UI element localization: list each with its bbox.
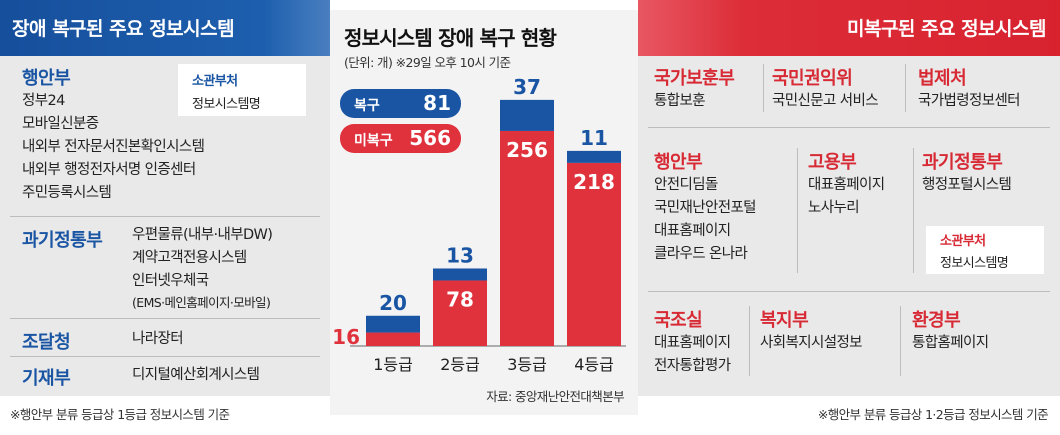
system-item: (EMS·메인홈페이지·모바일): [132, 295, 271, 310]
divider: [10, 318, 320, 319]
stacked-bar-chart: 20 16 1등급 13 78 2등급 37 256 3등급 11 218 4등급: [332, 75, 626, 374]
divider: [763, 64, 764, 112]
right-footnote: ※행안부 분류 등급상 1·2등급 정보시스템 기준: [817, 407, 1049, 422]
legend-unrecovered: 미복구 566: [340, 124, 461, 153]
left-header: 장애 복구된 주요 정보시스템: [0, 0, 330, 56]
system-item: 대표홈페이지: [654, 335, 731, 351]
legend-system-label: 정보시스템명: [940, 256, 1009, 271]
data-label-recovered: 20: [379, 291, 407, 315]
bar-recovered: [500, 99, 554, 131]
system-item: 노사누리: [808, 200, 860, 216]
chart-title: 정보시스템 장애 복구 현황: [344, 26, 557, 50]
ministry-label: 과기정통부: [922, 152, 1003, 173]
divider: [797, 148, 798, 273]
chart-unit: (단위: 개) ※29일 오후 10시 기준: [344, 55, 511, 70]
system-item: 국민재난안전포털: [654, 200, 757, 216]
ministry-label: 행안부: [22, 68, 71, 89]
system-item: 대표홈페이지: [808, 177, 885, 193]
ministry-label: 고용부: [808, 152, 857, 173]
left-footnote: ※행안부 분류 등급상 1등급 정보시스템 기준: [10, 407, 230, 422]
bar-unrecovered: [567, 162, 621, 346]
data-label-unrecovered: 78: [446, 287, 474, 311]
legend-value: 566: [409, 126, 451, 150]
left-header-title: 장애 복구된 주요 정보시스템: [12, 18, 235, 40]
system-item: 계약고객전용시스템: [132, 250, 247, 266]
ministry-label: 복지부: [760, 310, 809, 331]
system-item: 디지털예산회계시스템: [132, 367, 260, 383]
category-tick-label: 4등급: [574, 355, 614, 374]
category-tick-label: 2등급: [440, 355, 480, 374]
legend-recovered: 복구 81: [340, 89, 461, 118]
legend-ministry-label: 소관부처: [940, 234, 986, 249]
ministry-label: 국민권익위: [772, 68, 853, 89]
system-list: 우편물류(내부·내부DW) 계약고객전용시스템 인터넷우체국 (EMS·메인홈페…: [132, 224, 273, 313]
bar-recovered: [366, 315, 420, 333]
system-item: 나라장터: [132, 331, 184, 347]
ministry-label: 기재부: [22, 368, 71, 389]
data-label-unrecovered: 16: [332, 325, 360, 349]
system-item: 인터넷우체국: [132, 273, 209, 289]
bar-unrecovered: [500, 130, 554, 346]
right-header: 미복구된 주요 정보시스템: [638, 0, 1060, 56]
system-item: 클라우드 온나라: [654, 246, 748, 262]
system-item: 행정포털시스템: [922, 177, 1012, 193]
data-label-recovered: 37: [513, 75, 541, 99]
ministry-label: 법제처: [918, 68, 967, 89]
system-item: 통합보훈: [654, 93, 706, 109]
legend-name: 미복구: [354, 133, 393, 149]
divider: [749, 306, 750, 376]
chart-source: 자료: 중앙재난안전대책본부: [486, 389, 624, 404]
legend-system-label: 정보시스템명: [192, 97, 261, 112]
system-item: 모바일신분증: [22, 116, 99, 132]
data-label-recovered: 11: [580, 126, 608, 150]
ministry-label: 과기정통부: [22, 230, 103, 251]
system-item: 대표홈페이지: [654, 223, 731, 239]
legend-name: 복구: [354, 98, 380, 114]
system-item: 내외부 전자문서진본확인시스템: [22, 139, 205, 155]
divider: [905, 64, 906, 112]
unrecovered-systems-panel: 국가보훈부 통합보훈 국민권익위 국민신문고 서비스 법제처 국가법령정보센터 …: [638, 56, 1060, 396]
divider: [648, 291, 1050, 292]
system-list: 대표홈페이지 노사누리: [808, 174, 885, 220]
system-item: 내외부 행정전자서명 인증센터: [22, 162, 196, 178]
system-item: 전자통합평가: [654, 358, 731, 374]
recovered-systems-panel: 소관부처 정보시스템명 행안부 정부24 모바일신분증 내외부 전자문서진본확인…: [0, 56, 330, 396]
bar-recovered: [567, 150, 621, 163]
ministry-label: 국가보훈부: [654, 68, 735, 89]
ministry-label: 국조실: [654, 310, 703, 331]
system-item: 사회복지시설정보: [760, 335, 863, 351]
category-tick-label: 3등급: [507, 355, 547, 374]
system-item: 안전디딤돌: [654, 177, 718, 193]
divider: [900, 306, 901, 376]
ministry-label: 조달청: [22, 332, 71, 353]
category-tick-label: 1등급: [373, 355, 413, 374]
divider: [913, 148, 914, 273]
right-header-title: 미복구된 주요 정보시스템: [846, 18, 1047, 40]
left-legend-box: 소관부처 정보시스템명: [178, 64, 306, 116]
divider: [648, 127, 1050, 128]
legend-ministry-label: 소관부처: [192, 74, 238, 89]
system-item: 통합홈페이지: [912, 335, 989, 351]
system-list: 정부24 모바일신분증 내외부 전자문서진본확인시스템 내외부 행정전자서명 인…: [22, 90, 205, 205]
system-item: 국민신문고 서비스: [772, 93, 879, 109]
right-legend-box: 소관부처 정보시스템명: [926, 226, 1044, 274]
data-label-unrecovered: 218: [573, 170, 615, 194]
system-item: 우편물류(내부·내부DW): [132, 227, 273, 243]
bar-unrecovered: [366, 332, 420, 346]
bar-recovered: [433, 268, 487, 281]
divider: [10, 216, 320, 217]
legend-value: 81: [423, 91, 451, 115]
chart-panel: 정보시스템 장애 복구 현황 (단위: 개) ※29일 오후 10시 기준 복구…: [330, 10, 638, 415]
data-label-recovered: 13: [446, 243, 474, 267]
divider: [10, 356, 320, 357]
system-list: 안전디딤돌 국민재난안전포털 대표홈페이지 클라우드 온나라: [654, 174, 757, 266]
data-label-unrecovered: 256: [506, 138, 548, 162]
system-list: 대표홈페이지 전자통합평가: [654, 332, 731, 378]
system-item: 정부24: [22, 93, 65, 109]
ministry-label: 행안부: [654, 152, 703, 173]
system-item: 국가법령정보센터: [918, 93, 1021, 109]
system-item: 주민등록시스템: [22, 185, 112, 201]
bar-unrecovered: [433, 280, 487, 346]
ministry-label: 환경부: [912, 310, 961, 331]
